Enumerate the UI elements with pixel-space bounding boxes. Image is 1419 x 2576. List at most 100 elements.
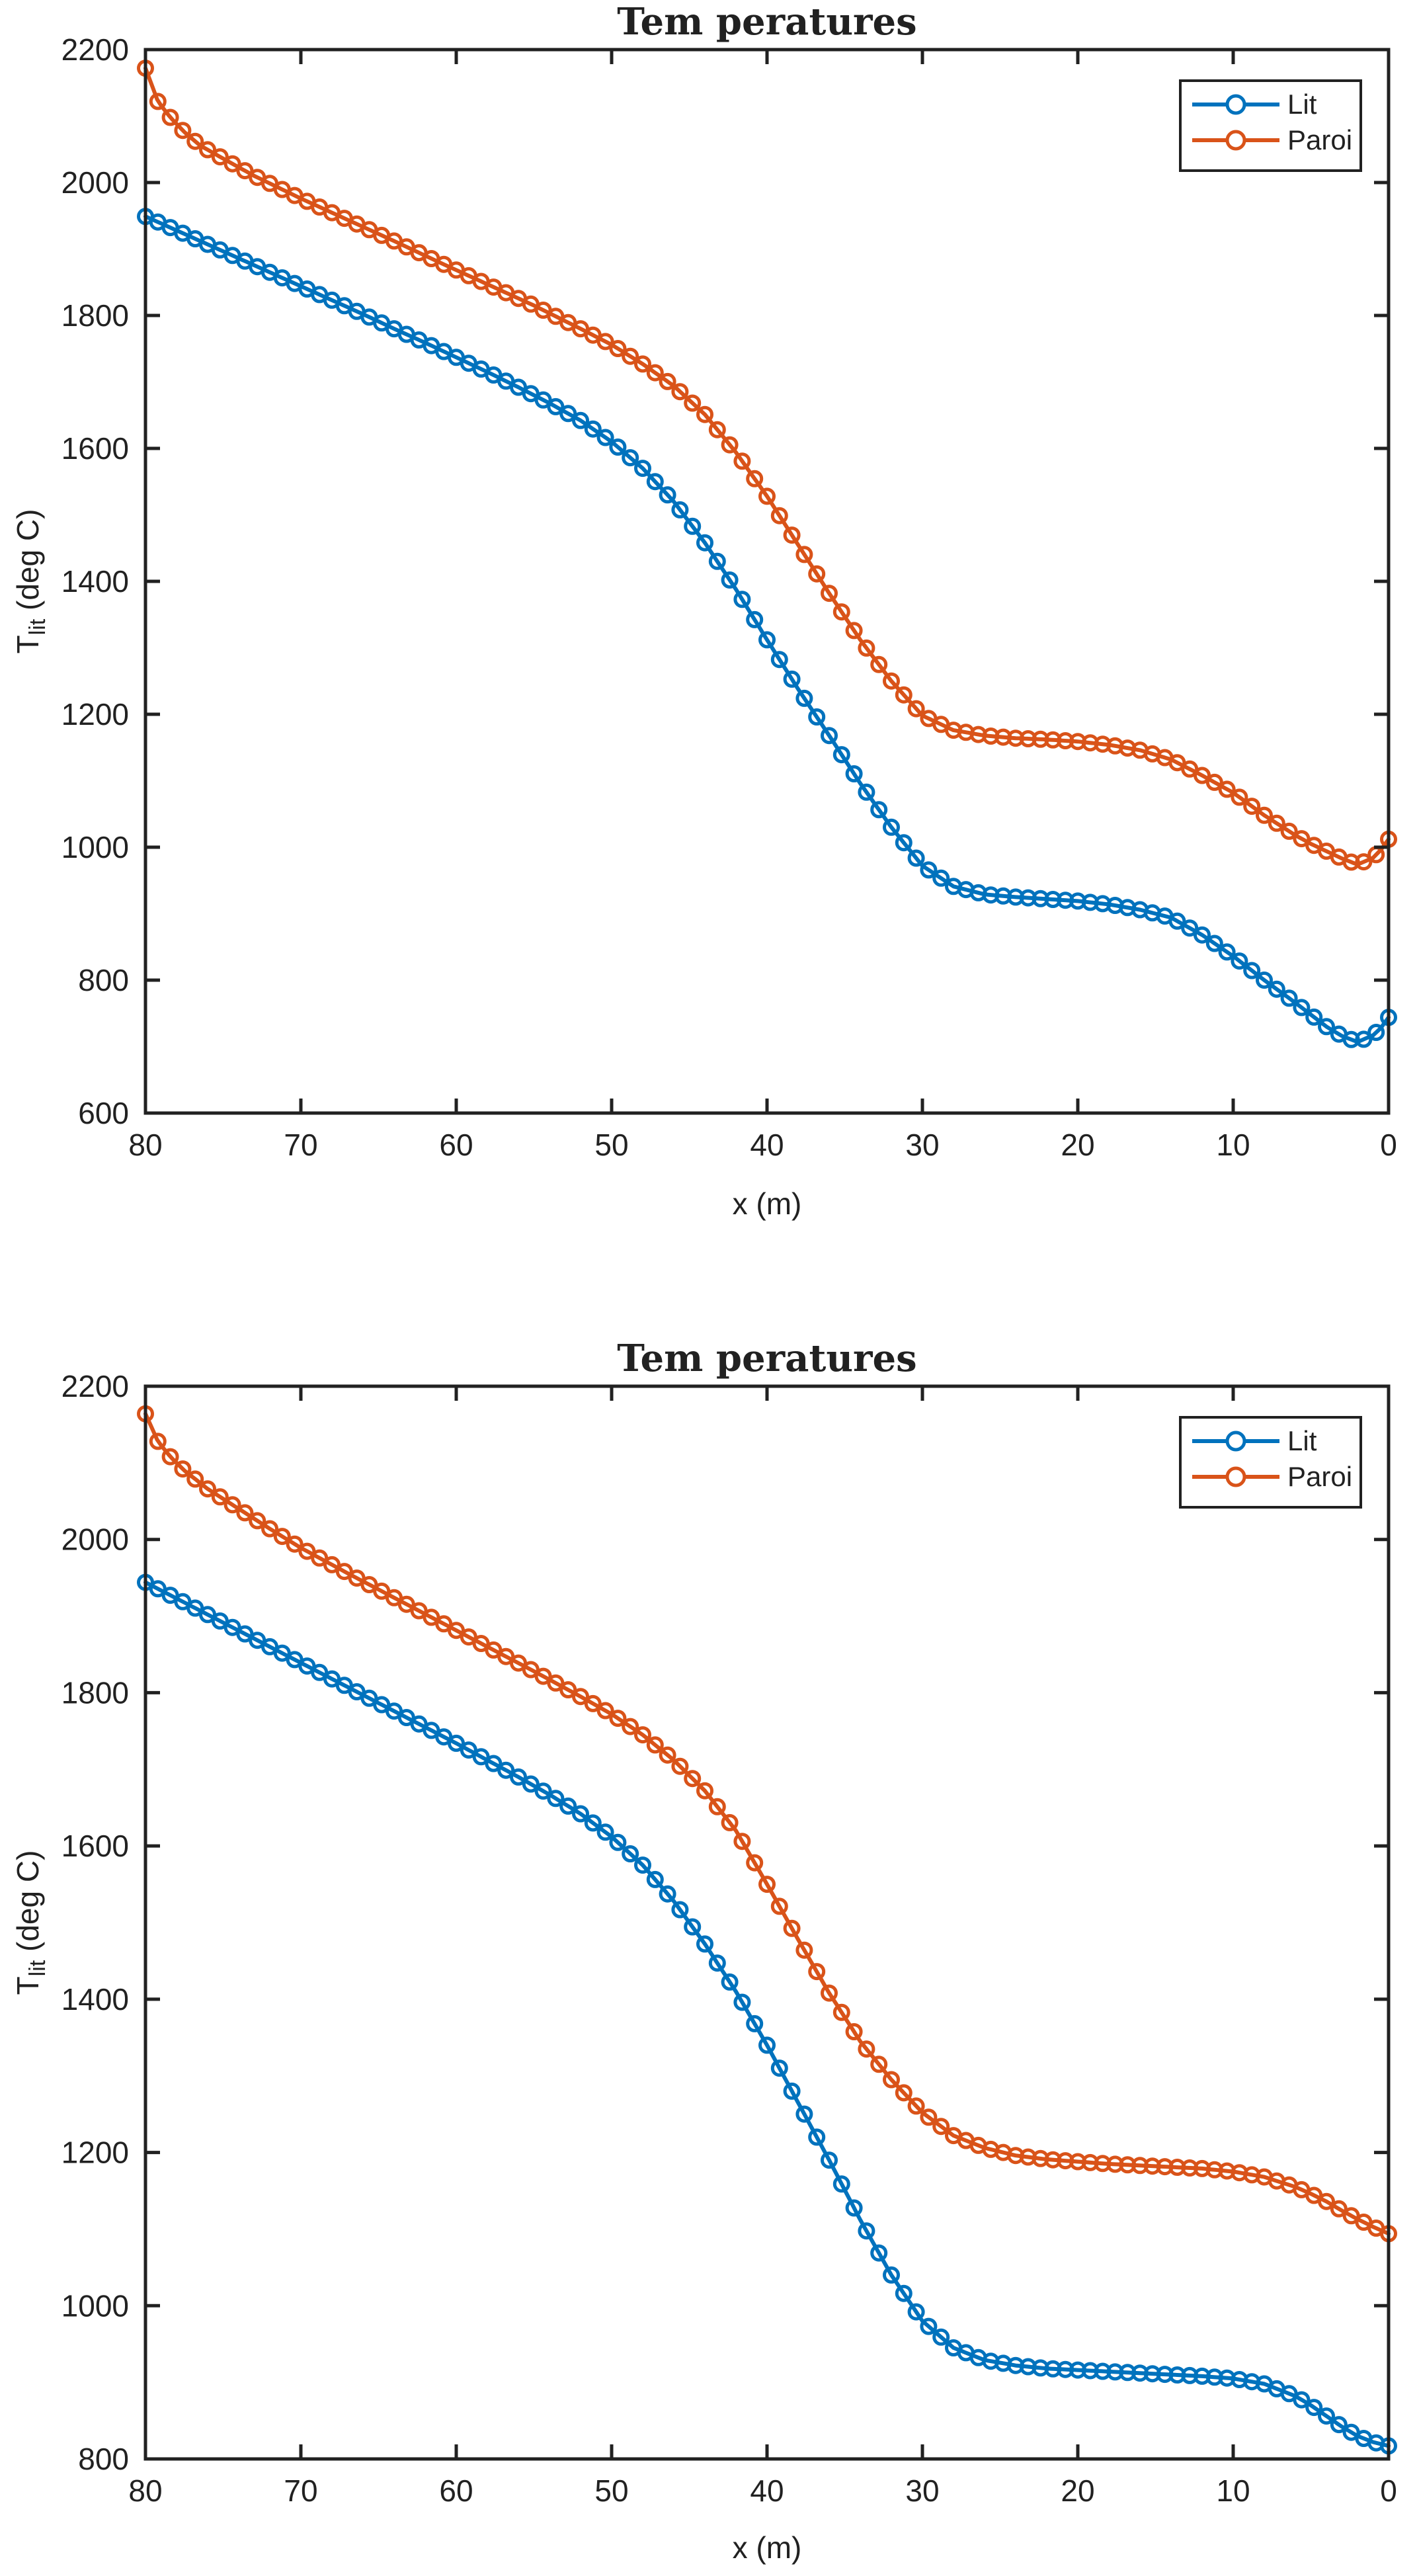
data-marker [733, 591, 751, 608]
data-marker [671, 1901, 689, 1919]
data-marker [708, 1798, 726, 1815]
data-marker [770, 2059, 788, 2077]
data-marker [708, 1954, 726, 1972]
y-tick-label: 1000 [61, 2288, 129, 2323]
x-axis-label: x (m) [733, 1186, 802, 1221]
series-markers-lit [137, 208, 1397, 1048]
series-line-paroi [143, 66, 1391, 867]
data-marker [883, 2266, 900, 2284]
data-marker [671, 1757, 689, 1775]
data-marker [932, 2328, 950, 2346]
data-marker [1218, 943, 1236, 961]
x-tick-label: 20 [1061, 1128, 1094, 1162]
x-tick-label: 40 [750, 2473, 784, 2508]
data-marker [932, 869, 950, 887]
data-marker [622, 347, 639, 365]
y-tick-label: 2200 [61, 1369, 129, 1403]
data-marker [783, 670, 801, 688]
legend-entry-lit: Lit [1192, 89, 1317, 120]
data-marker [223, 1496, 241, 1514]
data-marker [634, 1856, 651, 1874]
data-marker [1280, 989, 1298, 1007]
data-marker [808, 565, 826, 583]
data-marker [1256, 972, 1273, 989]
data-marker [559, 1797, 577, 1815]
data-marker [448, 1734, 465, 1752]
data-marker [746, 2015, 764, 2032]
data-marker [311, 1549, 329, 1567]
data-marker [783, 526, 801, 544]
data-marker [1305, 2399, 1323, 2417]
data-marker [622, 1718, 639, 1735]
data-marker [1194, 926, 1211, 944]
data-marker [199, 1480, 216, 1498]
data-marker [634, 460, 651, 478]
data-marker [920, 861, 938, 879]
data-marker [236, 1504, 254, 1522]
series-markers-paroi [137, 1405, 1397, 2243]
legend-label: Lit [1287, 1425, 1317, 1456]
data-marker [870, 655, 888, 673]
data-marker [758, 487, 776, 505]
x-axis-label: x (m) [733, 2530, 802, 2565]
data-marker [1231, 788, 1248, 806]
data-marker [1268, 980, 1285, 998]
data-marker [845, 765, 863, 782]
chart-top: 80 70 60 50 40 30 20 10 0 2200 2000 1800 1600 1400 120… [11, 0, 1397, 1221]
data-marker [920, 2317, 938, 2335]
data-marker [1293, 2391, 1311, 2409]
series-line-lit [143, 214, 1391, 1044]
x-tick-label: 60 [439, 2473, 473, 2508]
y-tick-label: 1800 [61, 298, 129, 333]
data-marker [249, 1512, 266, 1530]
data-marker [1305, 1008, 1323, 1026]
legend: Lit Paroi [1179, 79, 1362, 172]
data-marker [596, 429, 614, 446]
data-marker [1181, 919, 1199, 937]
data-marker [236, 162, 254, 180]
data-marker [708, 421, 726, 438]
data-marker [149, 1433, 167, 1450]
legend-box [1179, 79, 1362, 172]
data-marker [733, 452, 751, 470]
data-marker [1355, 1030, 1373, 1048]
data-marker [522, 1661, 540, 1679]
data-marker [1168, 912, 1186, 930]
data-marker [161, 108, 179, 126]
x-tick-label: 30 [905, 2473, 939, 2508]
data-marker [795, 1941, 813, 1959]
data-marker [646, 1736, 664, 1754]
data-marker [696, 1935, 713, 1953]
data-marker [870, 2056, 888, 2073]
data-marker [821, 727, 838, 745]
axes-frame [143, 1384, 1391, 2461]
data-marker [758, 631, 776, 649]
data-marker [770, 1897, 788, 1915]
data-marker [907, 849, 925, 867]
x-tick-label: 10 [1216, 1128, 1250, 1162]
data-marker [907, 700, 925, 718]
data-marker [684, 517, 702, 535]
data-marker [547, 1674, 565, 1692]
data-marker [671, 383, 689, 401]
data-marker [858, 639, 875, 657]
data-marker [832, 2175, 850, 2193]
data-marker [161, 1448, 179, 1466]
data-marker [1293, 999, 1311, 1017]
y-tick-label: 2000 [61, 1522, 129, 1557]
data-marker [186, 132, 204, 150]
data-marker [895, 2084, 912, 2102]
plot-area [145, 1386, 1389, 2459]
data-marker [684, 394, 702, 412]
legend-marker-sample [1225, 1431, 1246, 1452]
data-marker [920, 2108, 938, 2126]
data-marker [547, 1790, 565, 1807]
data-marker [795, 546, 813, 563]
data-marker [460, 1741, 477, 1759]
data-marker [758, 2036, 776, 2054]
data-marker [821, 1984, 838, 2002]
y-tick-label: 1400 [61, 1982, 129, 2016]
data-marker [596, 333, 614, 351]
x-tick-label: 30 [905, 1128, 939, 1162]
